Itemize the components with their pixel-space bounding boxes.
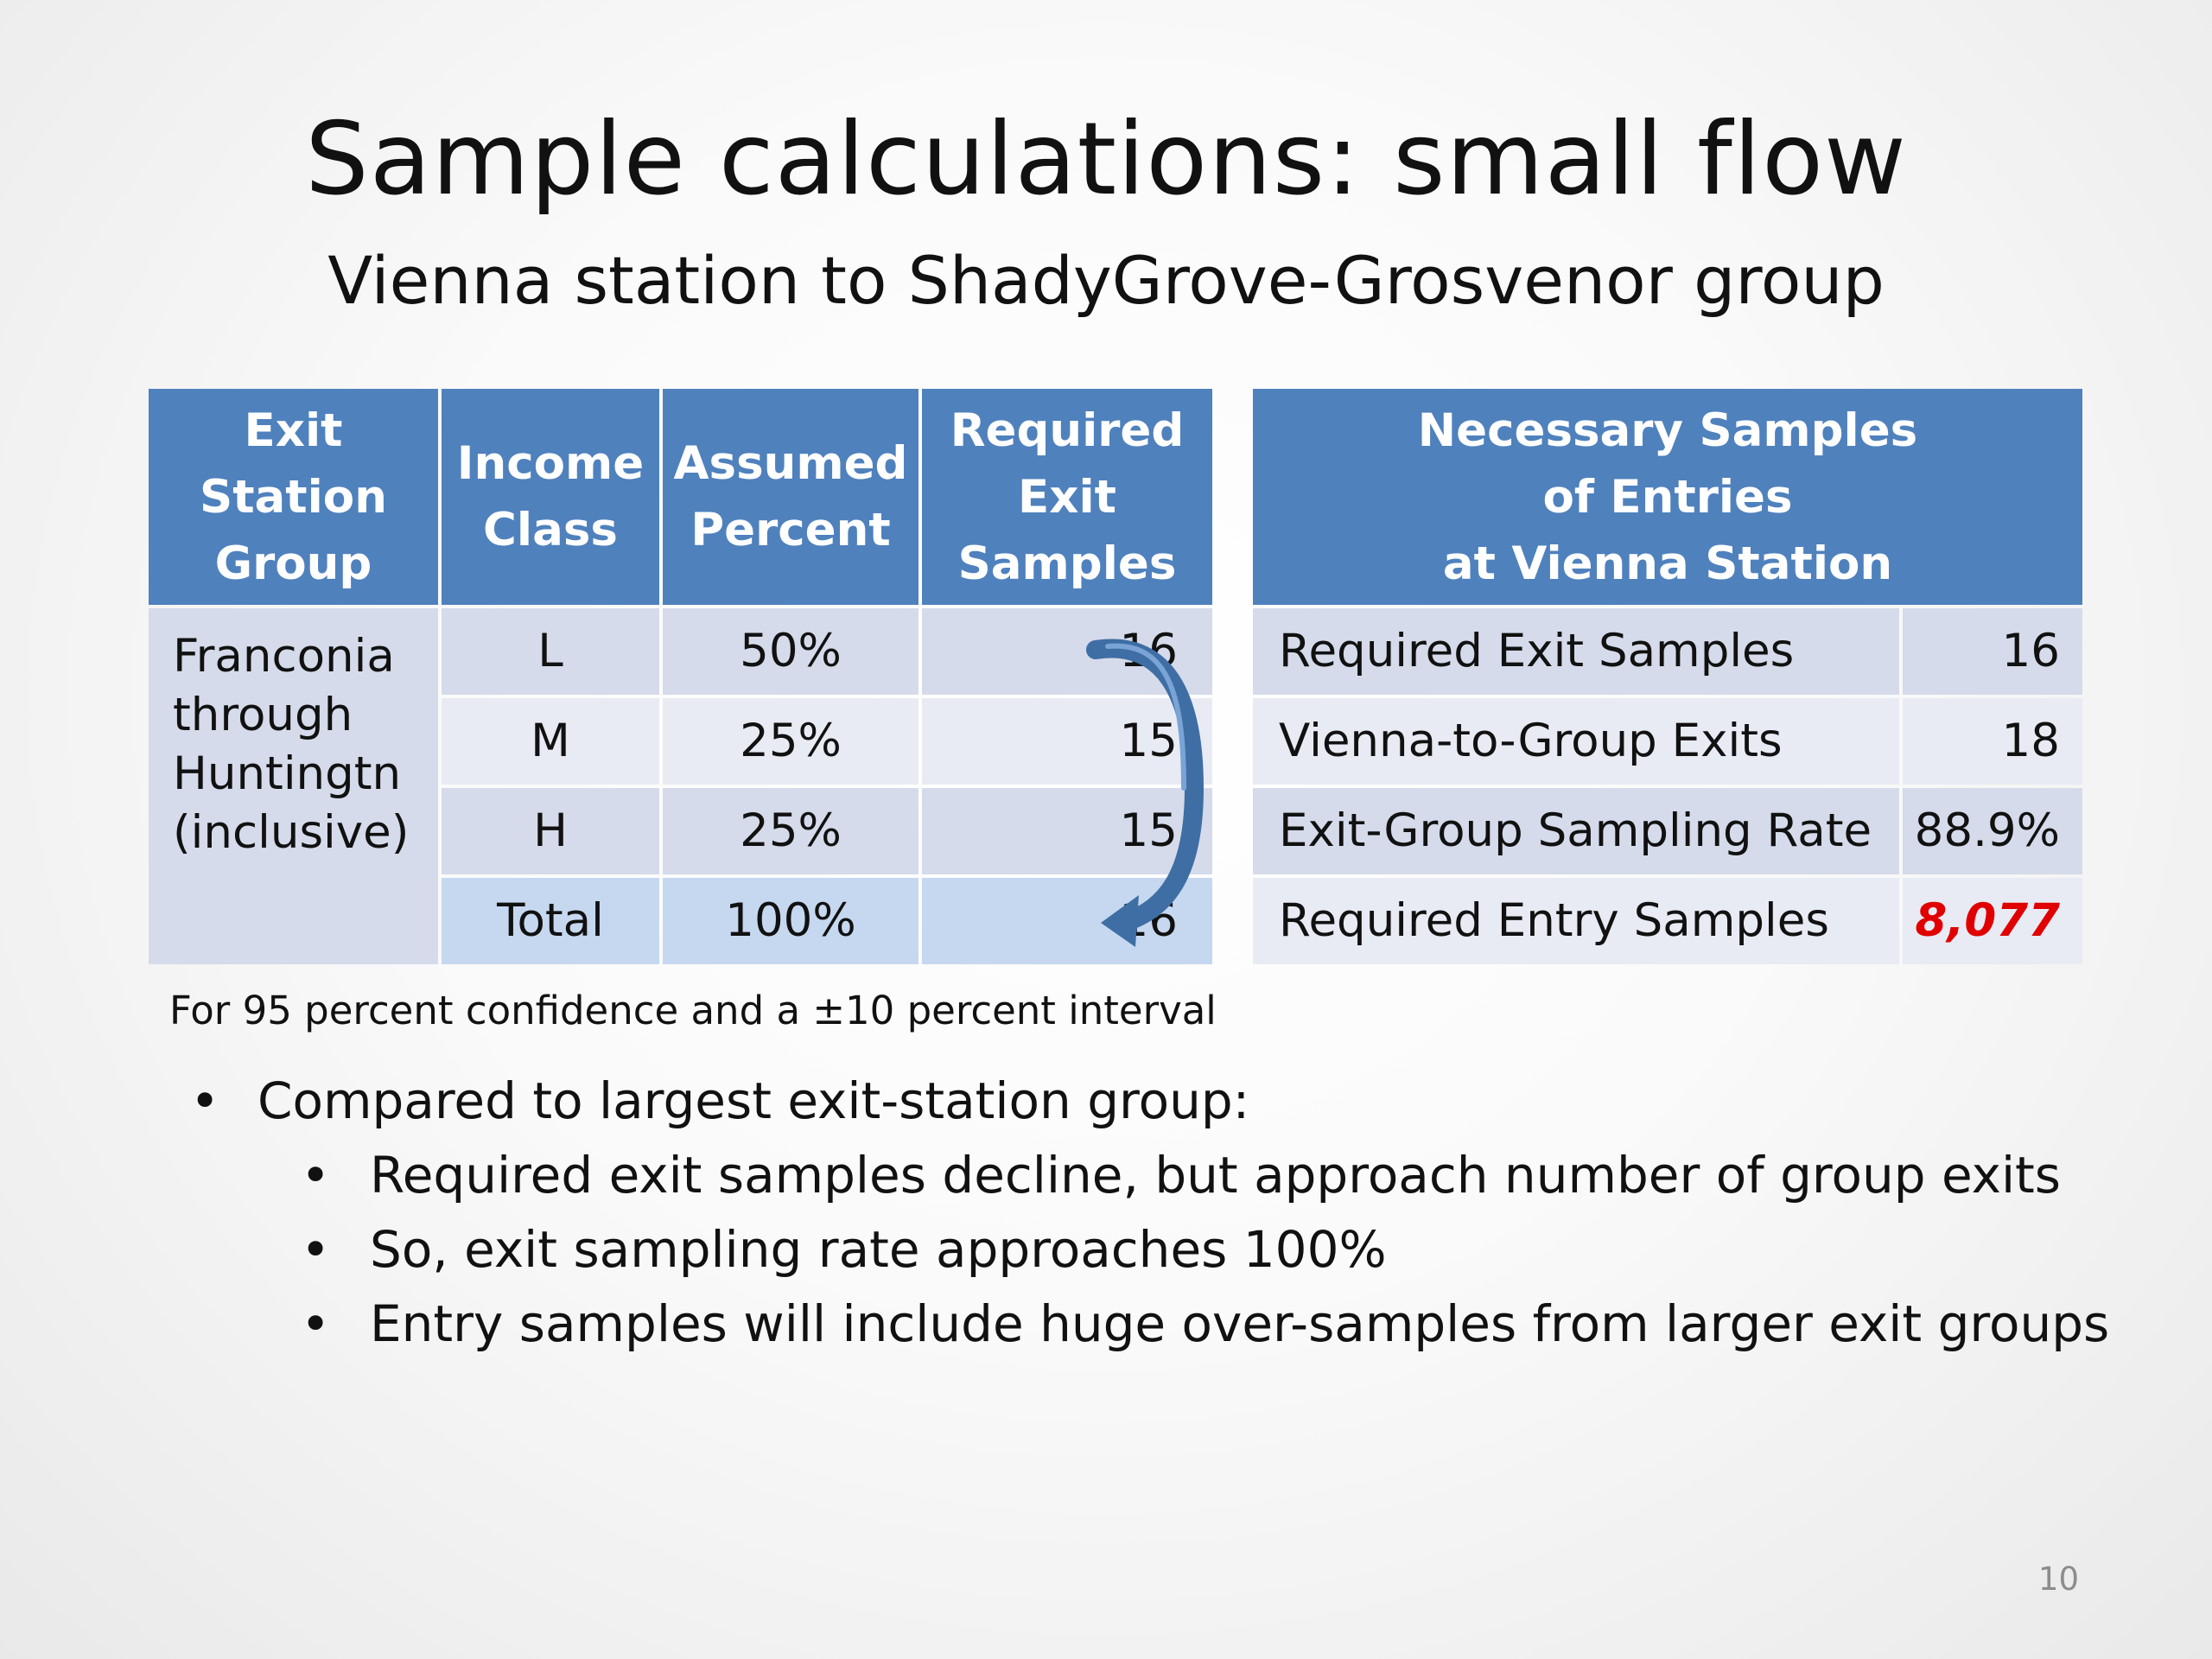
samples-cell: 15 [922, 698, 1212, 785]
slide-title: Sample calculations: small flow [305, 101, 1907, 218]
table-row: Vienna-to-Group Exits 18 [1253, 698, 2082, 785]
table-header-row: Exit Station Group Income Class Assumed … [149, 389, 1212, 605]
table-row: M 25% 15 [149, 698, 1212, 785]
bullet-main: Compared to largest exit-station group: [257, 1071, 1250, 1130]
exit-samples-table: Exit Station Group Income Class Assumed … [145, 385, 1216, 968]
samples-cell: 15 [922, 788, 1212, 874]
header-exit-station-group: Exit Station Group [149, 389, 438, 605]
percent-cell: 50% [663, 608, 918, 695]
exit-group-cell: Franconia through Huntingtn (inclusive) [149, 608, 438, 964]
table-row: Required Exit Samples 16 [1253, 608, 2082, 695]
group-line: Huntingtn [173, 747, 402, 800]
percent-cell: 25% [663, 788, 918, 874]
row-value: 88.9% [1903, 788, 2082, 874]
required-entry-samples-value: 8,077 [1903, 878, 2082, 964]
footnote: For 95 percent confidence and a ±10 perc… [169, 988, 1217, 1033]
group-line: Franconia [173, 630, 395, 683]
bullet-sub: Entry samples will include huge over-sam… [370, 1294, 2110, 1353]
row-value: 18 [1903, 698, 2082, 785]
income-cell: M [442, 698, 659, 785]
group-line: (inclusive) [173, 806, 410, 859]
header-line: Necessary Samples [1417, 404, 1918, 457]
table-row: Franconia through Huntingtn (inclusive) … [149, 608, 1212, 964]
bullet-dot: • [190, 1071, 220, 1130]
table-row: Exit-Group Sampling Rate 88.9% [1253, 788, 2082, 874]
row-value: 16 [1903, 608, 2082, 695]
row-label: Required Exit Samples [1253, 608, 1899, 695]
bullet-sub: So, exit sampling rate approaches 100% [370, 1220, 1387, 1279]
slide-subtitle: Vienna station to ShadyGrove-Grosvenor g… [327, 242, 1885, 319]
bullet-dot: • [301, 1146, 331, 1205]
row-label: Vienna-to-Group Exits [1253, 698, 1899, 785]
header-line: at Vienna Station [1442, 537, 1893, 590]
samples-cell: 16 [922, 608, 1212, 695]
bullet-dot: • [301, 1294, 331, 1353]
bullet-dot: • [301, 1220, 331, 1279]
table-row: Required Entry Samples 8,077 [1253, 878, 2082, 964]
samples-cell: 16 [922, 878, 1212, 964]
bullet-sub: Required exit samples decline, but appro… [370, 1146, 2062, 1205]
header-required-exit-samples: Required Exit Samples [922, 389, 1212, 605]
group-line: through [173, 689, 353, 741]
table-header-row: Necessary Samples of Entries at Vienna S… [1253, 389, 2082, 605]
percent-cell: 25% [663, 698, 918, 785]
percent-cell: 100% [663, 878, 918, 964]
header-necessary-samples: Necessary Samples of Entries at Vienna S… [1253, 389, 2082, 605]
row-label: Exit-Group Sampling Rate [1253, 788, 1899, 874]
entry-samples-table: Necessary Samples of Entries at Vienna S… [1249, 385, 2086, 968]
income-cell: H [442, 788, 659, 874]
header-assumed-percent: Assumed Percent [663, 389, 918, 605]
header-income-class: Income Class [442, 389, 659, 605]
income-cell: Total [442, 878, 659, 964]
income-cell: L [442, 608, 659, 695]
row-label: Required Entry Samples [1253, 878, 1899, 964]
page-number: 10 [2037, 1560, 2079, 1598]
header-line: of Entries [1542, 470, 1793, 524]
